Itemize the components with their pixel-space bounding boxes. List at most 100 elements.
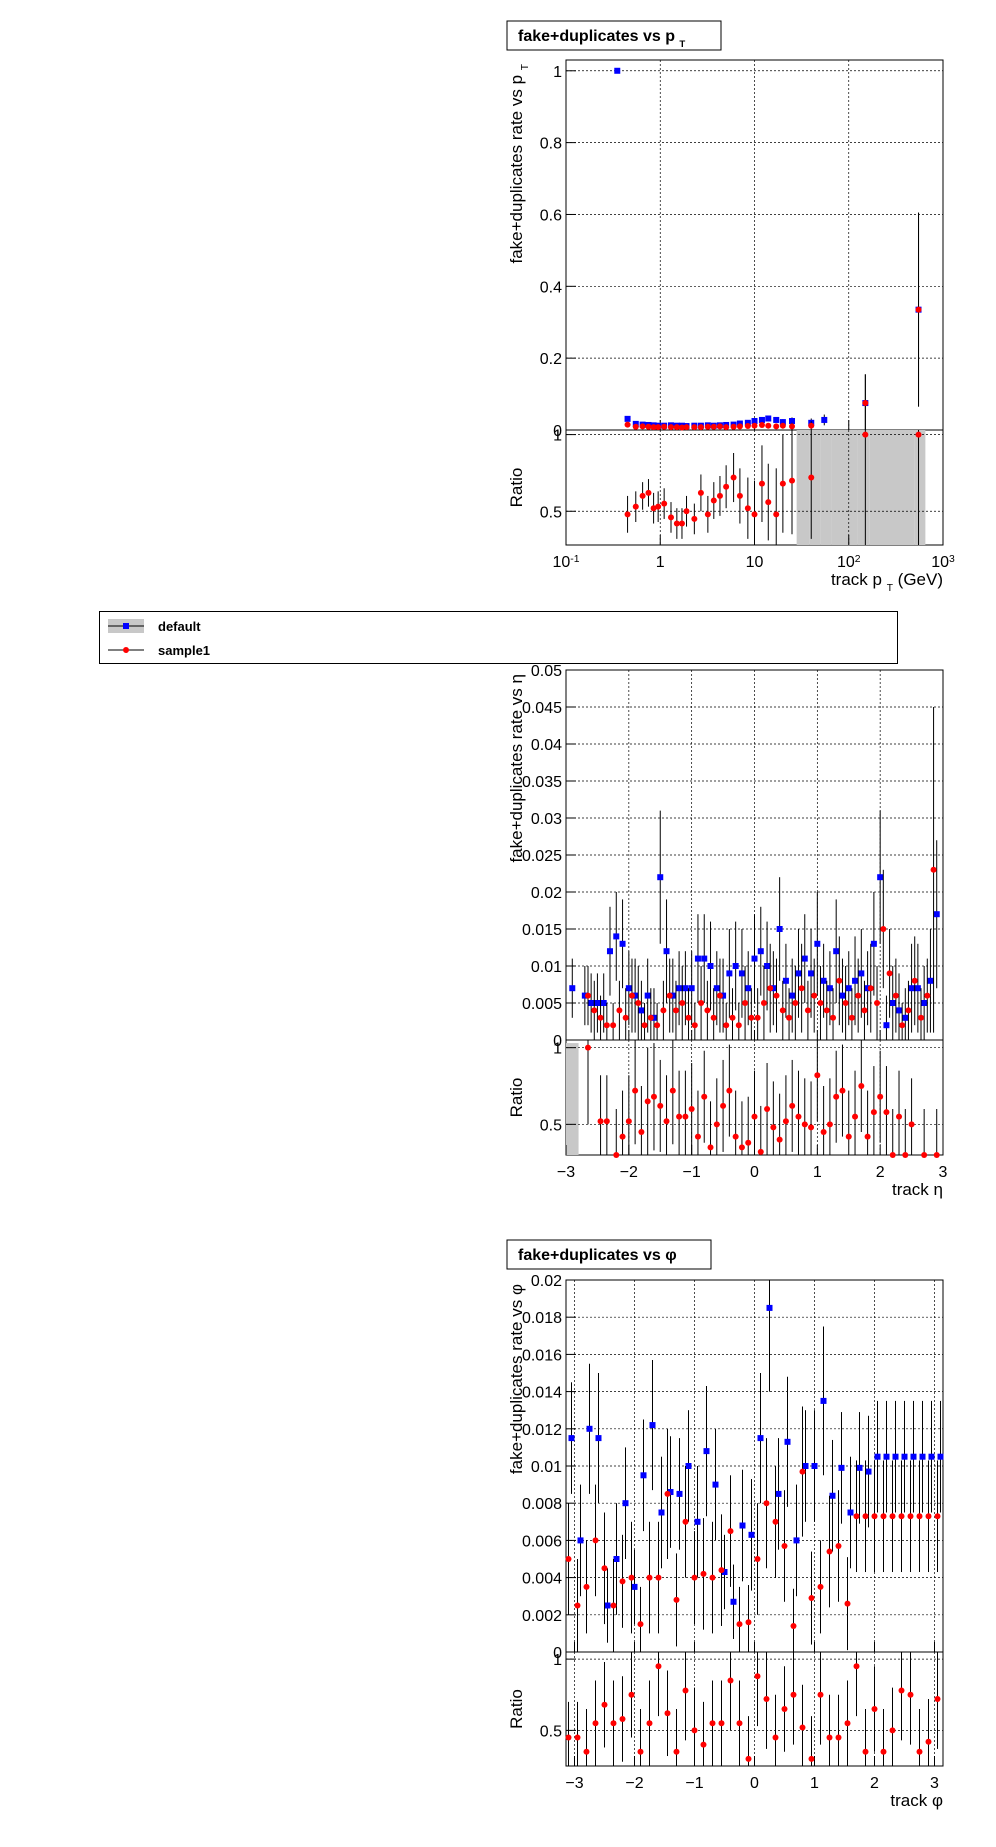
data-point-sample1 [646,1574,653,1581]
ratio-point [880,1748,887,1755]
data-point-sample1 [907,1513,914,1520]
data-point-default [814,940,821,947]
legend-key-default [108,619,144,633]
data-point-sample1 [723,1022,730,1029]
ratio-point [664,1710,671,1717]
ratio-point [782,1118,789,1125]
data-point-default [644,992,651,999]
data-point-sample1 [647,1014,654,1021]
x-tick-label: 1 [810,1775,819,1792]
data-point-sample1 [804,1007,811,1014]
data-point-sample1 [736,423,743,430]
ratio-point [727,1677,734,1684]
ratio-point [678,520,685,527]
ratio-point [820,1129,827,1135]
data-point-sample1 [748,1014,755,1021]
data-point-default [577,1537,584,1544]
ratio-point [934,1696,941,1703]
ratio-point [907,1691,914,1698]
data-point-default [765,415,772,422]
data-point-default [594,1000,601,1006]
ratio-y-tick-label: 1 [553,1041,562,1058]
data-point-sample1 [811,992,818,999]
data-point-default [667,1489,674,1496]
ratio-point [799,1724,806,1731]
ratio-point [661,500,668,507]
x-tick-label: 102 [837,554,861,572]
ratio-point [826,1121,833,1128]
ratio-point [723,483,730,490]
data-point-sample1 [930,866,937,873]
main-y-tick-label: 0.01 [531,1459,562,1476]
ratio-point [808,1124,815,1131]
ratio-point [644,1098,651,1105]
data-point-sample1 [844,1600,851,1607]
data-point-default [600,1000,607,1006]
legend-key-sample1 [108,647,144,653]
data-point-sample1 [704,423,711,430]
data-point-default [928,1453,935,1460]
ratio-y-axis-label: Ratio [507,1078,526,1118]
x-axis-label: track η [892,1180,943,1199]
x-tick-label: −2 [620,1164,638,1181]
data-point-sample1 [862,400,869,407]
ratio-point [632,1087,639,1094]
ratio-point [646,1720,653,1727]
ratio-point [574,1734,581,1741]
x-tick-label: 0 [750,1164,759,1181]
data-point-default [688,985,695,992]
data-point-sample1 [655,1574,662,1581]
data-point-sample1 [716,423,723,430]
ratio-point [864,1133,871,1140]
x-tick-label: −3 [565,1775,583,1792]
data-point-sample1 [874,1000,881,1006]
data-point-default [613,933,620,940]
legend-entry-default: default [106,616,201,636]
data-point-sample1 [779,1007,786,1014]
ratio-band-bin [809,430,821,545]
x-tick-label: 10 [746,554,764,571]
data-point-sample1 [698,1000,705,1006]
data-point-default [782,977,789,984]
data-point-default [874,1453,881,1460]
data-point-default [625,985,632,992]
ratio-point [592,1720,599,1727]
data-point-sample1 [925,1513,932,1520]
ratio-point [736,492,743,499]
data-point-default [726,970,733,977]
data-point-sample1 [660,1007,667,1014]
data-point-sample1 [808,422,815,429]
data-point-default [721,1569,728,1576]
ratio-point [738,1144,745,1151]
ratio-band-bin [566,1043,579,1155]
main-y-tick-label: 0.045 [522,700,562,717]
x-tick-label: 0 [750,1775,759,1792]
main-y-tick-label: 0.6 [540,207,562,224]
x-tick-label: 10-1 [552,554,579,572]
ratio-point [613,1152,620,1158]
data-point-default [751,955,758,962]
data-point-default [770,985,777,992]
data-point-sample1 [765,422,772,429]
data-point-sample1 [745,1619,752,1626]
legend-label-default: default [158,618,201,634]
data-point-default [757,1435,764,1442]
data-point-default [619,940,626,947]
main-y-tick-label: 0.006 [522,1533,562,1550]
data-point-default [776,926,783,932]
ratio-point [758,480,765,487]
ratio-point [716,492,723,499]
ratio-point [676,1113,683,1120]
data-point-sample1 [867,985,874,992]
data-point-sample1 [616,1007,623,1014]
ratio-point [650,505,657,512]
ratio-point [770,1124,777,1131]
x-tick-label: 2 [876,1164,885,1181]
ratio-point [781,1706,788,1712]
data-point-sample1 [591,1007,598,1014]
ratio-point [718,1720,725,1727]
data-point-default [927,977,934,984]
data-point-sample1 [730,423,737,430]
data-point-default [766,1304,773,1311]
